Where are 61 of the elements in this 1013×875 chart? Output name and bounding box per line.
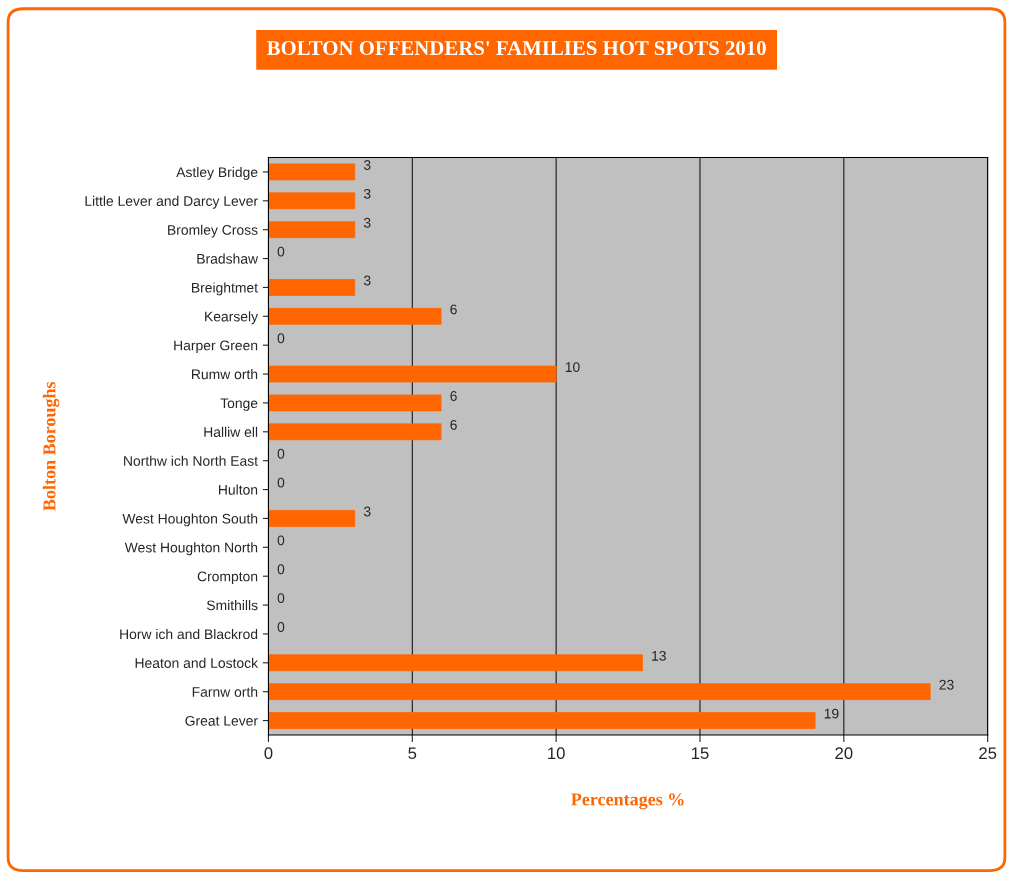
- y-tick-label: Astley Bridge: [176, 166, 258, 180]
- bar: [268, 654, 643, 672]
- data-label: 10: [565, 362, 580, 373]
- data-label: 3: [363, 188, 371, 199]
- y-tick-label: Tonge: [220, 398, 258, 411]
- data-label: 3: [363, 275, 371, 286]
- y-tick-label: Halliw ell: [204, 426, 258, 437]
- y-tick-label: Harper Green: [174, 340, 258, 354]
- data-label: 0: [277, 593, 285, 604]
- bar: [268, 192, 356, 210]
- y-axis-title: Bolton Boroughs: [42, 381, 60, 511]
- y-tick-label: Hulton: [219, 484, 258, 495]
- data-label: 0: [277, 564, 285, 575]
- y-tick-label: Little Lever and Darcy Lever: [85, 195, 258, 209]
- data-label: 13: [652, 650, 666, 661]
- bar: [268, 394, 442, 412]
- data-label: 0: [277, 333, 285, 344]
- y-tick-label: Horw ich and Blackrod: [120, 628, 258, 640]
- y-tick-label: Heaton and Lostock: [135, 657, 259, 668]
- x-axis-title: Percentages %: [571, 793, 684, 810]
- x-tick-label: 20: [835, 747, 853, 760]
- bar: [268, 423, 442, 441]
- bar: [268, 365, 557, 383]
- bar: [268, 279, 356, 296]
- x-tick-label: 25: [979, 747, 997, 760]
- data-label: 6: [450, 419, 457, 430]
- y-tick-label: Bradshaw: [197, 253, 259, 264]
- data-label: 6: [450, 304, 457, 315]
- x-tick-label: 15: [691, 747, 709, 760]
- x-tick-label: 10: [548, 747, 565, 760]
- y-tick-label: Breightmet: [192, 282, 258, 296]
- data-label: 0: [277, 535, 285, 546]
- y-tick-label: Bromley Cross: [168, 224, 258, 238]
- bar: [268, 683, 931, 701]
- y-tick-label: West Houghton South: [122, 513, 258, 527]
- y-tick-label: Rumw orth: [192, 369, 258, 380]
- data-label: 0: [277, 448, 285, 459]
- y-tick-label: Smithills: [206, 600, 258, 611]
- x-tick-label: 0: [264, 747, 273, 760]
- data-label: 3: [363, 160, 371, 170]
- y-tick-label: Kearsely: [205, 311, 258, 325]
- data-label: 3: [363, 217, 371, 228]
- data-label: 0: [277, 246, 285, 257]
- data-label: 23: [939, 679, 954, 690]
- bar: [268, 221, 356, 239]
- y-tick-label: Northw ich North East: [124, 455, 258, 466]
- y-tick-label: West Houghton North: [124, 542, 258, 556]
- x-tick-label: 5: [408, 747, 417, 760]
- data-label: 0: [277, 477, 285, 488]
- chart-title: BOLTON OFFENDERS' FAMILIES HOT SPOTS 2010: [266, 41, 766, 56]
- bar: [268, 307, 442, 325]
- data-label: 6: [450, 391, 457, 401]
- data-label: 3: [363, 506, 371, 517]
- y-tick-label: Crompton: [197, 571, 258, 585]
- data-label: 19: [824, 708, 839, 719]
- bar: [268, 163, 356, 181]
- data-label: 0: [277, 622, 285, 632]
- y-tick-label: Farnw orth: [192, 686, 258, 697]
- bar: [268, 712, 816, 729]
- y-tick-label: Great Lever: [185, 715, 258, 726]
- bar: [268, 510, 356, 527]
